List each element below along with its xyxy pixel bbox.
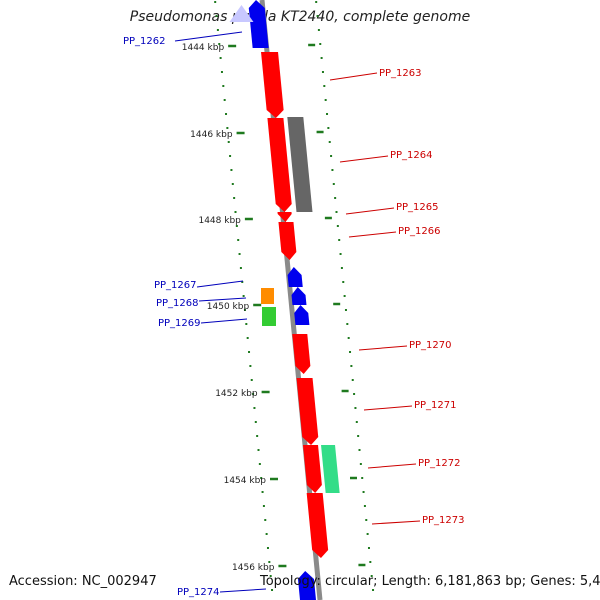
tick-label: 1452 kbp bbox=[215, 389, 258, 399]
tick-label: 1456 kbp bbox=[232, 563, 275, 573]
gene-label-pp-1273[interactable]: PP_1273 bbox=[422, 515, 465, 526]
pp-1265-arrow[interactable] bbox=[277, 212, 292, 222]
topology-text: Topology: circular; Length: 6,181,863 bp… bbox=[260, 574, 600, 589]
gene-leader-line bbox=[196, 280, 244, 288]
gene-leader-line bbox=[200, 318, 248, 324]
tick-label: 1454 kbp bbox=[224, 476, 267, 486]
gene-label-pp-1264[interactable]: PP_1264 bbox=[390, 150, 433, 161]
gene-leader-line bbox=[363, 405, 413, 411]
gene-leader-line bbox=[339, 155, 389, 163]
genes-layer bbox=[229, 0, 329, 600]
gene-label-pp-1262[interactable]: PP_1262 bbox=[123, 36, 166, 47]
tick-label: 1444 kbp bbox=[182, 43, 225, 53]
teal-feature[interactable] bbox=[321, 445, 340, 493]
gray-feature[interactable] bbox=[287, 117, 313, 212]
features-layer bbox=[261, 117, 340, 493]
pp-1270-arrow[interactable] bbox=[292, 334, 311, 374]
gene-leader-line bbox=[198, 297, 247, 302]
gene-leader-line bbox=[348, 231, 397, 238]
gene-leader-line bbox=[367, 463, 417, 469]
gene-leader-line bbox=[174, 31, 243, 42]
labels-layer: PP_1262 PP_1263 PP_1264 PP_1265 PP_1266 PP_12… bbox=[123, 31, 465, 598]
gene-leader-line bbox=[329, 72, 378, 81]
gene-label-pp-1268[interactable]: PP_1268 bbox=[156, 298, 199, 309]
gene-label-pp-1267[interactable]: PP_1267 bbox=[154, 280, 197, 291]
tick-label: 1446 kbp bbox=[190, 130, 233, 140]
pp-1274-arrow[interactable] bbox=[297, 571, 316, 600]
pp-1269-arrow[interactable] bbox=[294, 305, 310, 325]
gene-leader-line bbox=[219, 588, 267, 593]
pp-1266-arrow[interactable] bbox=[278, 222, 297, 260]
tick-label: 1450 kbp bbox=[207, 302, 250, 312]
pp-1262-arrow[interactable] bbox=[248, 0, 269, 48]
pp-1267-arrow[interactable] bbox=[287, 267, 303, 287]
gene-label-pp-1270[interactable]: PP_1270 bbox=[409, 340, 452, 351]
gene-label-pp-1269[interactable]: PP_1269 bbox=[158, 318, 201, 329]
gene-leader-line bbox=[371, 520, 421, 525]
green-feature[interactable] bbox=[262, 307, 276, 326]
pp-1268-arrow[interactable] bbox=[291, 287, 307, 305]
pp-1263-arrow[interactable] bbox=[261, 52, 284, 118]
tick-dots bbox=[214, 1, 375, 591]
gene-leader-line bbox=[345, 207, 395, 215]
light-feature[interactable] bbox=[229, 5, 254, 22]
gene-leader-line bbox=[358, 345, 408, 351]
gene-label-pp-1272[interactable]: PP_1272 bbox=[418, 458, 461, 469]
pp-1271-arrow[interactable] bbox=[296, 378, 319, 445]
pp-1264-arrow[interactable] bbox=[267, 118, 292, 212]
gene-label-pp-1271[interactable]: PP_1271 bbox=[414, 400, 457, 411]
orange-feature[interactable] bbox=[261, 288, 274, 304]
tick-label: 1448 kbp bbox=[198, 216, 241, 226]
gene-label-pp-1263[interactable]: PP_1263 bbox=[379, 68, 422, 79]
gene-label-pp-1265[interactable]: PP_1265 bbox=[396, 202, 439, 213]
genome-title: Pseudomonas putida KT2440, complete geno… bbox=[129, 9, 471, 25]
gene-label-pp-1274[interactable]: PP_1274 bbox=[177, 587, 220, 598]
pp-1272-arrow[interactable] bbox=[303, 445, 322, 493]
gene-label-pp-1266[interactable]: PP_1266 bbox=[398, 226, 441, 237]
pp-1273-arrow[interactable] bbox=[306, 493, 329, 558]
accession-text: Accession: NC_002947 bbox=[9, 574, 157, 589]
ticks-layer: 1444 kbp 1446 kbp 1448 kbp 1450 kbp 1452 kbp… bbox=[182, 43, 366, 573]
